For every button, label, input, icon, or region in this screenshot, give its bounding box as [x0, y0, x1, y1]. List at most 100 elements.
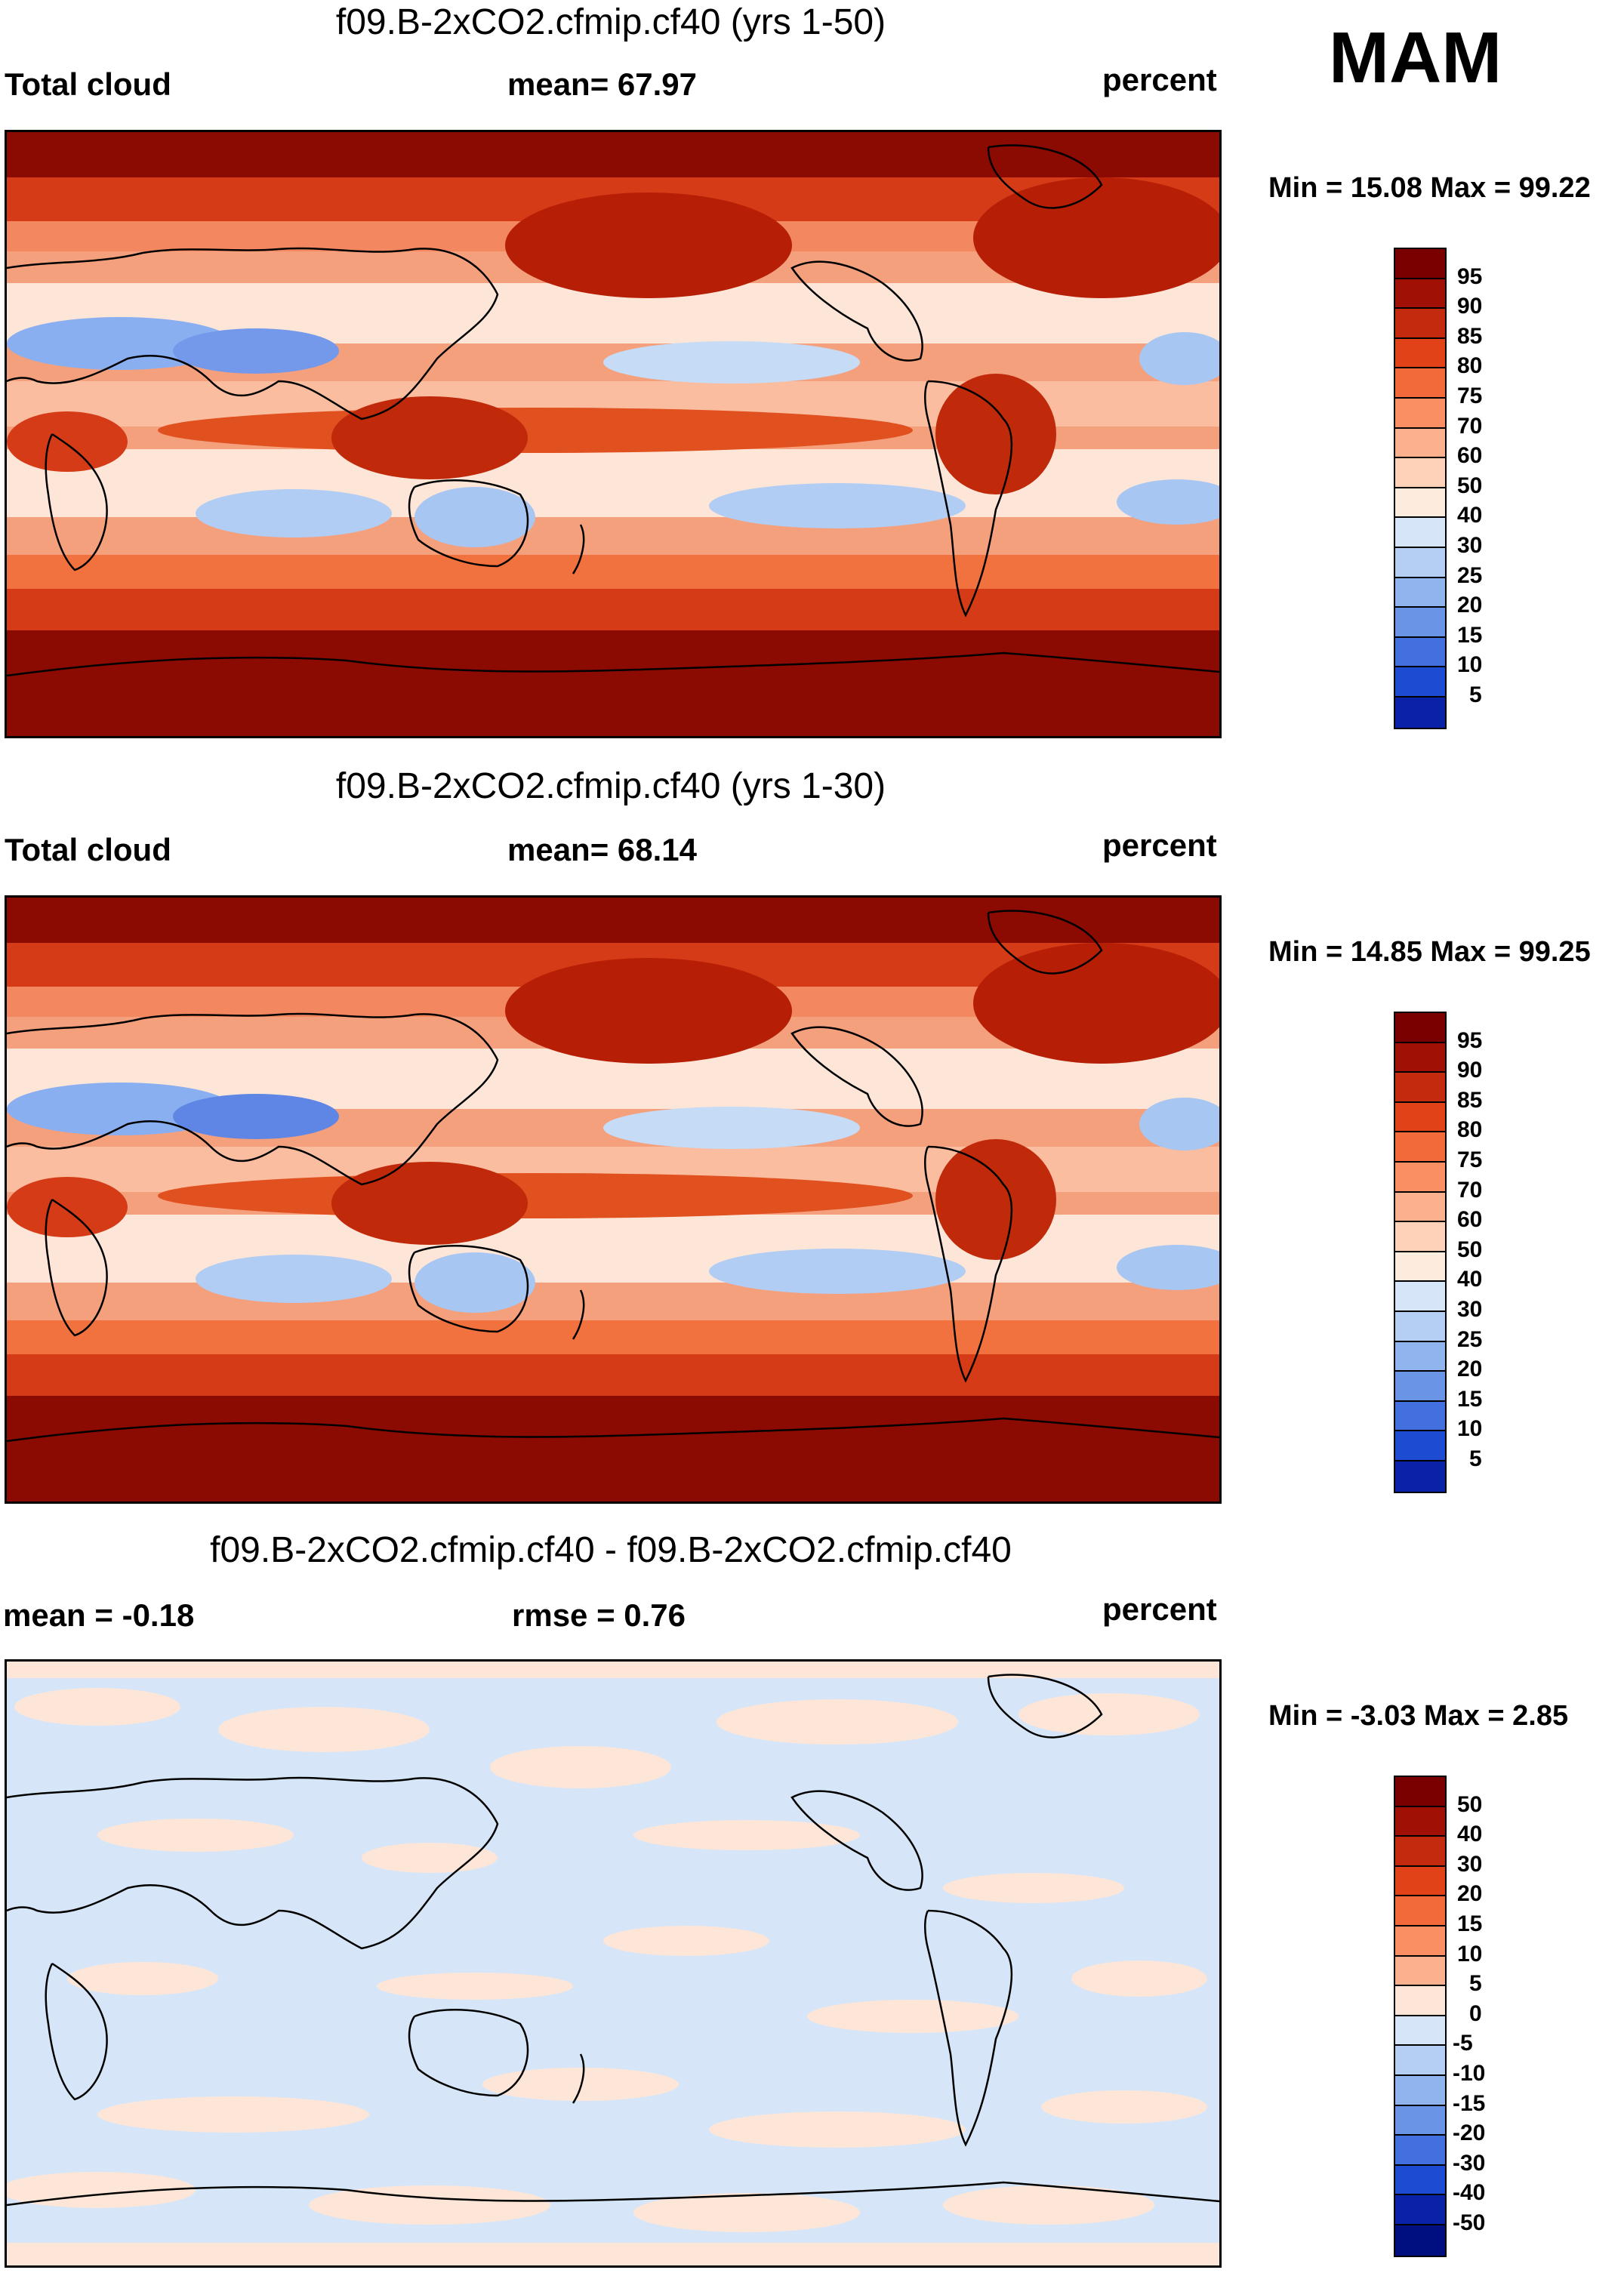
colorbar-tick-label: 70 — [1457, 1177, 1483, 1203]
panel1-africa-convective — [7, 411, 128, 472]
panel2-mean-label: mean= 68.14 — [507, 832, 698, 867]
panel1-arabia — [173, 328, 339, 374]
panel2-npac-storm — [505, 958, 792, 1064]
panel2-amazon — [935, 1139, 1056, 1260]
colorbar-tick-label: 85 — [1457, 323, 1483, 349]
panel1-australia-dry — [414, 487, 535, 547]
panel3-title: f09.B-2xCO2.cfmip.cf40 - f09.B-2xCO2.cfm… — [210, 1530, 1012, 1570]
colorbar-tick-label: 25 — [1457, 562, 1483, 588]
panel1-itcz — [158, 408, 913, 453]
panel2-minmax: Min = 14.85 Max = 99.25 — [1268, 936, 1591, 968]
colorbar-segment — [1395, 458, 1445, 488]
colorbar-tick-label: 80 — [1457, 1117, 1483, 1143]
colorbar-tick-label: 95 — [1457, 1027, 1483, 1053]
panel1-map — [5, 130, 1222, 738]
panel1-natl-dry — [1139, 332, 1219, 385]
panel1-south-band — [7, 585, 1219, 630]
colorbar-segment — [1395, 1252, 1445, 1283]
colorbar-tick-label: 50 — [1457, 473, 1483, 498]
panel1-sepac-dry — [709, 483, 966, 528]
colorbar-segment — [1395, 608, 1445, 638]
colorbar-segment — [1395, 338, 1445, 369]
colorbar-segment — [1395, 1401, 1445, 1432]
colorbar-tick-label: 10 — [1457, 1941, 1483, 1967]
panel2-warm-pool — [331, 1162, 528, 1245]
colorbar-segment — [1395, 1806, 1445, 1837]
colorbar-segment — [1395, 279, 1445, 310]
colorbar-tick-label: 50 — [1457, 1237, 1483, 1262]
colorbar-tick-label: 30 — [1457, 1851, 1483, 1877]
colorbar-tick-label: 40 — [1457, 1267, 1483, 1292]
colorbar-segment — [1395, 1926, 1445, 1957]
panel1-natl-storm — [973, 177, 1219, 298]
colorbar-segment — [1395, 309, 1445, 339]
colorbar-segment — [1395, 1986, 1445, 2016]
colorbar-tick-label: 50 — [1457, 1791, 1483, 1817]
colorbar-segment — [1395, 1461, 1445, 1492]
colorbar-tick-label: 60 — [1457, 1207, 1483, 1233]
colorbar-segment — [1395, 2016, 1445, 2047]
panel2-units-label: percent — [1102, 827, 1217, 863]
panel1-coastlines — [7, 144, 1219, 677]
colorbar-tick-label: -20 — [1453, 2121, 1486, 2146]
colorbar-tick-label: 90 — [1457, 1058, 1483, 1083]
colorbar-segment — [1395, 547, 1445, 578]
colorbar-tick-label: 30 — [1457, 533, 1483, 558]
panel2-sepac-dry — [709, 1249, 966, 1294]
panel1-sio-dry — [196, 489, 392, 537]
colorbar-tick-label: 70 — [1457, 413, 1483, 439]
colorbar-segment — [1395, 1013, 1445, 1043]
panel3-map — [5, 1659, 1222, 2268]
colorbar-tick-label: 95 — [1457, 263, 1483, 289]
panel2-southern-ocean — [7, 1388, 1219, 1501]
panel1-left-label: Total cloud — [5, 66, 171, 102]
colorbar-segment — [1395, 2225, 1445, 2256]
panel3-map-svg — [7, 1662, 1219, 2265]
colorbar-tick-label: 0 — [1469, 2000, 1482, 2026]
colorbar-tick-label: 90 — [1457, 294, 1483, 319]
colorbar-segment — [1395, 2136, 1445, 2166]
panel2-coastlines — [7, 910, 1219, 1443]
colorbar-segment — [1395, 1956, 1445, 1987]
colorbar-segment — [1395, 637, 1445, 668]
colorbar-tick-label: 15 — [1457, 622, 1483, 648]
colorbar-segment — [1395, 1222, 1445, 1252]
colorbar-segment — [1395, 2105, 1445, 2136]
colorbar-segment — [1395, 697, 1445, 728]
colorbar-segment — [1395, 488, 1445, 519]
panel2-africa-convective — [7, 1177, 128, 1237]
panel2-natl-dry — [1139, 1098, 1219, 1150]
panel1-title: f09.B-2xCO2.cfmip.cf40 (yrs 1-50) — [335, 2, 886, 42]
colorbar-tick-label: -15 — [1453, 2090, 1486, 2116]
panel1-warm-pool — [331, 396, 528, 479]
panel2-arctic-band — [7, 898, 1219, 943]
panel2-south-band-2 — [7, 1320, 1219, 1354]
panel2-arabia — [173, 1094, 339, 1139]
panel1-southern-ocean — [7, 623, 1219, 736]
colorbar-segment — [1395, 1132, 1445, 1163]
panel1-npac-dry — [603, 341, 860, 383]
colorbar-tick-label: 40 — [1457, 1822, 1483, 1847]
panel1-npac-storm — [505, 192, 792, 298]
colorbar-tick-label: 20 — [1457, 1881, 1483, 1907]
panel3-positive-patches — [7, 1662, 1219, 2265]
panel2-itcz — [158, 1173, 913, 1218]
panel3-coastlines — [7, 1674, 1219, 2207]
panel2-left-label: Total cloud — [5, 832, 171, 867]
panel1-units-label: percent — [1102, 62, 1217, 97]
panel3-rmse-label: rmse = 0.76 — [512, 1597, 686, 1633]
panel1-arctic-band — [7, 132, 1219, 177]
panel2-south-band — [7, 1351, 1219, 1396]
colorbar-segment — [1395, 667, 1445, 698]
panel2-satl-dry — [1117, 1245, 1219, 1290]
colorbar-tick-label: -5 — [1453, 2031, 1473, 2056]
colorbar-segment — [1395, 2195, 1445, 2225]
panel2-map-svg — [7, 898, 1219, 1501]
panel2-sio-dry — [196, 1255, 392, 1303]
panel1-south-band-2 — [7, 555, 1219, 589]
colorbar-tick-label: 20 — [1457, 1357, 1483, 1382]
panel1-amazon — [935, 374, 1056, 494]
season-label: MAM — [1329, 17, 1502, 98]
colorbar-segment — [1395, 368, 1445, 399]
panel2-natl-storm — [973, 943, 1219, 1064]
